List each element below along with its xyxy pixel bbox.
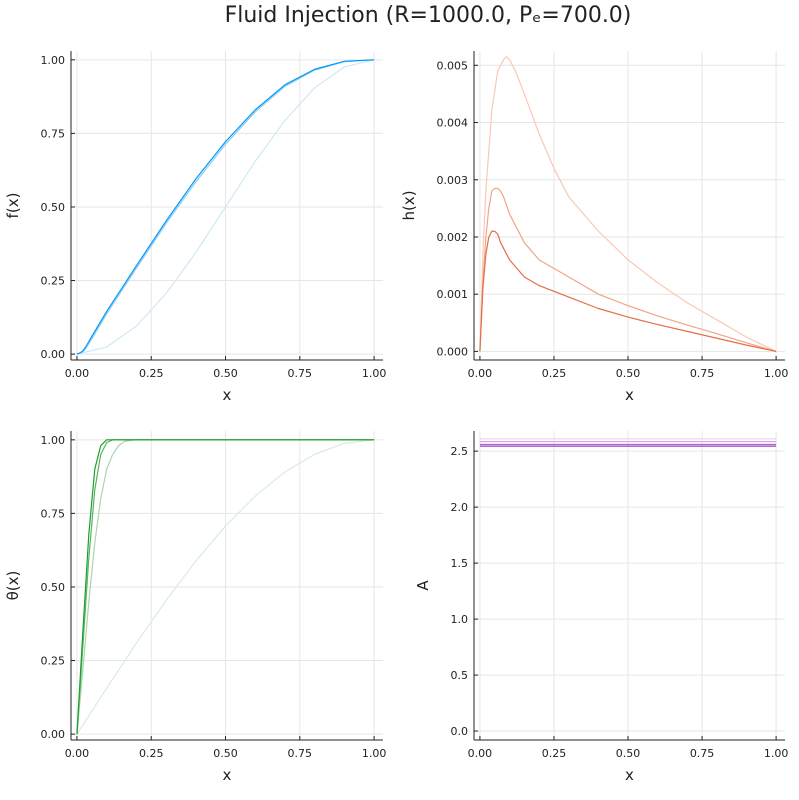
x-tick-label: 0.25 [139,747,164,760]
series-line-1 [479,56,777,352]
x-tick-label: 0.00 [468,747,493,760]
x-tick-label: 0.50 [213,747,238,760]
x-tick-label: 0.75 [288,367,313,380]
x-tick-label: 0.25 [139,367,164,380]
x-axis-label: x [625,386,634,404]
y-tick-label: 0.0 [451,725,469,738]
x-tick-label: 0.75 [690,747,715,760]
y-tick-label: 0.001 [437,288,469,301]
y-tick-label: 1.0 [451,613,469,626]
y-tick-label: 1.00 [41,54,66,67]
x-tick-label: 0.00 [65,367,90,380]
y-tick-label: 0.25 [41,275,66,288]
x-tick-label: 0.50 [616,747,641,760]
y-tick-label: 0.000 [437,345,469,358]
subplot-1: 0.00 0.25 0.50 0.75 1.00 0.00 0.25 0.50 0.75 1.00… [4,51,386,404]
x-axis-label: x [625,766,634,784]
y-tick-label: 2.0 [451,501,469,514]
y-tick-label: 2.5 [451,445,469,458]
y-axis-label: h(x) [400,190,418,220]
subplot-4: 0.00 0.25 0.50 0.75 1.00 0.0 0.5 1.0 1.5 2.0 2.5 x A [414,431,788,784]
y-tick-label: 0.75 [41,127,66,140]
y-tick-label: 0.00 [41,348,66,361]
figure-title: Fluid Injection (R=1000.0, Pₑ=700.0) [225,3,632,28]
y-tick-label: 0.50 [41,581,66,594]
x-tick-label: 0.50 [616,367,641,380]
y-tick-label: 0.75 [41,507,66,520]
x-tick-label: 0.75 [690,367,715,380]
series-line-3 [479,230,777,353]
series-line-1 [76,59,375,355]
x-tick-label: 0.00 [65,747,90,760]
x-axis-label: x [223,386,232,404]
x-tick-label: 1.00 [764,747,789,760]
series-line-2 [479,187,777,352]
series-line-3 [76,59,375,355]
y-tick-label: 0.005 [437,59,469,72]
y-tick-label: 1.5 [451,557,469,570]
x-tick-label: 0.00 [468,367,493,380]
x-axis-label: x [223,766,232,784]
x-tick-label: 1.00 [362,367,387,380]
y-axis-label: θ(x) [4,571,22,601]
subplot-2: 0.00 0.25 0.50 0.75 1.00 0.000 0.001 0.002 0.003… [400,51,788,404]
x-tick-label: 0.25 [542,367,567,380]
y-tick-label: 0.00 [41,728,66,741]
y-axis-label: f(x) [4,193,22,219]
x-tick-label: 0.25 [542,747,567,760]
y-tick-label: 0.5 [451,669,469,682]
series-line-2 [76,59,375,355]
y-tick-label: 0.002 [437,231,469,244]
y-tick-label: 0.50 [41,201,66,214]
series-line-1 [76,439,375,735]
y-tick-label: 0.004 [437,117,469,130]
x-tick-label: 1.00 [764,367,789,380]
x-tick-label: 0.50 [213,367,238,380]
y-tick-label: 0.25 [41,655,66,668]
x-tick-label: 1.00 [362,747,387,760]
series-line-4 [76,439,375,735]
y-tick-label: 0.003 [437,174,469,187]
y-axis-label: A [414,580,432,591]
x-tick-label: 0.75 [288,747,313,760]
y-tick-label: 1.00 [41,434,66,447]
subplot-3: 0.00 0.25 0.50 0.75 1.00 0.00 0.25 0.50 0.75 1.00… [4,431,386,784]
